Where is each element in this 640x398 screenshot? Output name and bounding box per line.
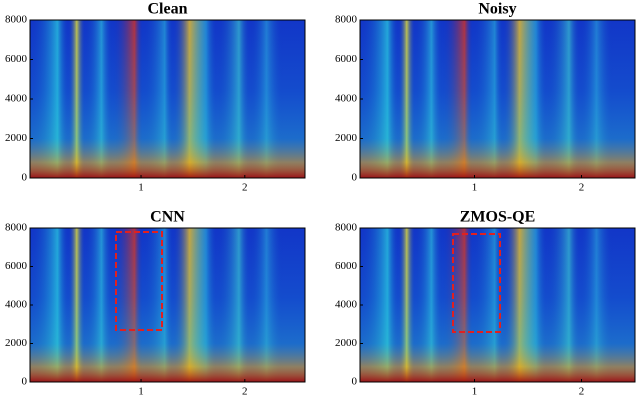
y-tick-label: 6000 [335,260,358,272]
y-tick-label: 4000 [335,93,358,105]
spectrogram-floor [30,20,305,178]
spectrogram-floor [30,228,305,382]
y-tick-label: 4000 [5,299,28,311]
y-tick-label: 0 [22,172,28,184]
y-tick-label: 2000 [5,132,28,144]
x-tick-label: 1 [472,182,478,194]
x-tick-label: 2 [242,386,248,398]
y-tick-label: 0 [352,376,358,388]
y-tick-label: 0 [352,172,358,184]
y-tick-label: 6000 [335,53,358,65]
y-tick-label: 4000 [335,299,358,311]
highlight-box [452,233,501,333]
x-tick-label: 2 [242,182,248,194]
panels: Clean 0 2000 4000 6000 8000 1 2 Noisy 0 2000 4000 60… [5,1,636,398]
panel-title: CNN [150,209,185,226]
y-tick-label: 4000 [5,93,28,105]
y-tick-label: 8000 [335,222,358,234]
y-tick-label: 2000 [5,337,28,349]
y-tick-label: 0 [22,376,28,388]
panel-title: Noisy [478,1,516,18]
y-tick-label: 8000 [5,14,28,26]
y-tick-label: 6000 [5,53,28,65]
x-tick-label: 1 [138,182,144,194]
panel-title: Clean [148,1,188,18]
highlight-box [115,231,163,331]
y-tick-label: 2000 [335,132,358,144]
x-tick-label: 1 [472,386,478,398]
y-tick-label: 6000 [5,260,28,272]
x-tick-label: 1 [138,386,144,398]
y-tick-label: 2000 [335,337,358,349]
x-tick-label: 2 [579,182,585,194]
y-tick-label: 8000 [335,14,358,26]
panel-title: ZMOS-QE [460,209,536,226]
y-tick-label: 8000 [5,222,28,234]
spectrogram-floor [360,20,635,178]
spectrogram-floor [360,228,635,382]
x-tick-label: 2 [579,386,585,398]
